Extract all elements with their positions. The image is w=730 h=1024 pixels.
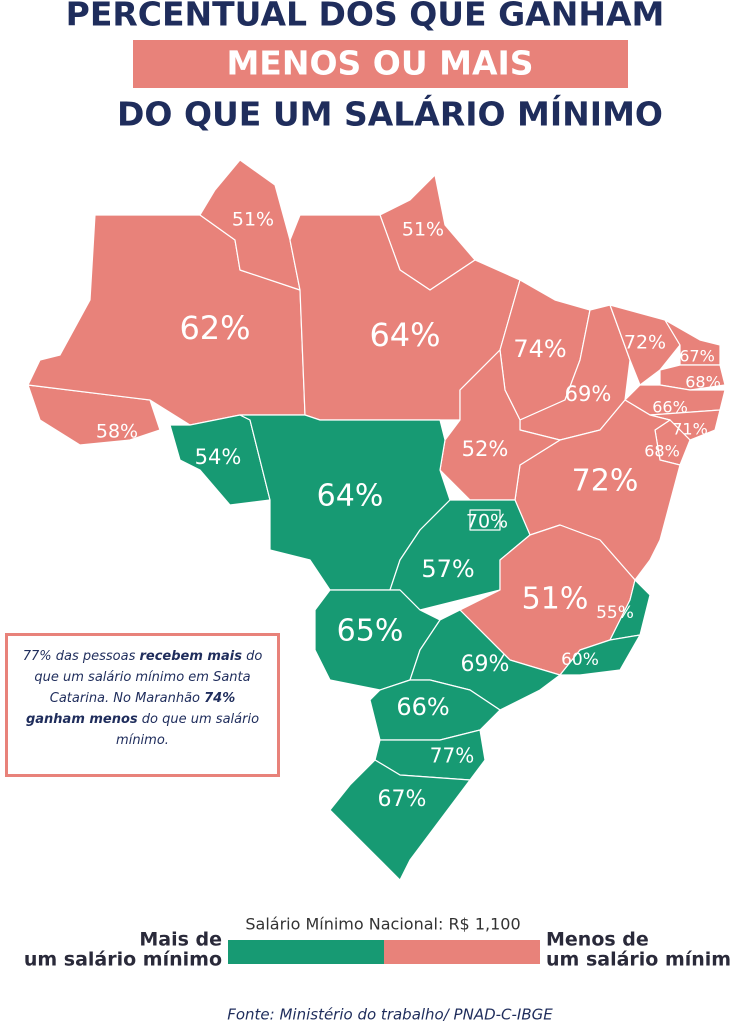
region-label: 51%	[402, 219, 444, 241]
region-label: 66%	[396, 693, 449, 721]
region-label: 51%	[522, 582, 589, 617]
region-label: 62%	[179, 309, 250, 347]
legend-label: um salário mínimo	[24, 949, 222, 971]
region-label: 68%	[644, 442, 680, 461]
legend-swatch	[228, 940, 384, 964]
region	[469, 509, 501, 531]
region-label: 71%	[672, 420, 708, 439]
note-text: do que um salário mínimo.	[116, 712, 260, 748]
region-label: 51%	[232, 209, 274, 231]
region-label: 54%	[195, 445, 242, 469]
region	[329, 759, 471, 881]
region-label: 55%	[596, 603, 634, 623]
region-label: 67%	[378, 787, 427, 812]
region-label: 64%	[317, 479, 384, 514]
legend-swatch	[384, 940, 540, 964]
note-box: 77% das pessoas recebem mais do que um s…	[5, 633, 280, 777]
map: 58% 62% 51% 51% 64% 74% 69% 72% 67% 68% 66% 71% 68% 7…	[27, 159, 726, 881]
region-label: 66%	[652, 398, 688, 417]
region-label: 52%	[462, 437, 509, 461]
title-line: MENOS OU MAIS	[226, 44, 533, 83]
title-line: DO QUE UM SALÁRIO MÍNIMO	[117, 94, 663, 134]
region-label: 72%	[624, 332, 666, 354]
title-highlight	[133, 40, 628, 88]
region-label: 57%	[421, 555, 474, 583]
region-label: 60%	[561, 650, 599, 670]
title-line: PERCENTUAL DOS QUE GANHAM	[66, 0, 665, 34]
region-label: 77%	[430, 744, 474, 768]
region-label: 58%	[96, 421, 138, 443]
region	[559, 634, 641, 676]
legend-label: Mais de	[139, 929, 222, 951]
region-label: 72%	[572, 464, 639, 499]
region-label: 70%	[466, 511, 508, 533]
note-text: 74% ganham menos	[25, 691, 236, 727]
legend-label: um salário mínimo	[546, 949, 730, 971]
region-label: 69%	[461, 652, 510, 677]
note-text: do que um salário mínimo em Santa Catari…	[34, 649, 263, 706]
region-label: 74%	[513, 335, 566, 363]
region-label: 69%	[565, 382, 612, 406]
legend-title: Salário Mínimo Nacional: R$ 1,100	[245, 915, 520, 934]
region-label: 67%	[679, 347, 715, 366]
region-label: 68%	[685, 373, 721, 392]
footer: Fonte: Ministério do trabalho/ PNAD-C-IB…	[227, 1006, 553, 1024]
legend-label: Menos de	[546, 929, 649, 951]
note-text: 77% das pessoas	[22, 649, 140, 664]
region-label: 64%	[369, 316, 440, 354]
note-text: recebem mais	[139, 649, 242, 664]
region-label: 65%	[337, 614, 404, 649]
